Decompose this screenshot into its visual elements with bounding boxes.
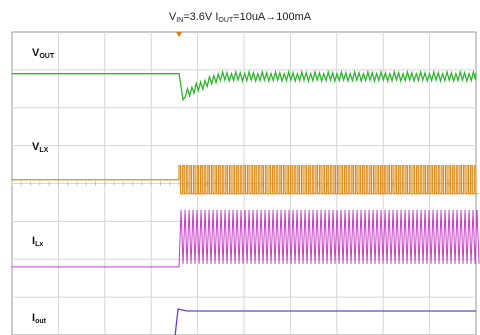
trigger-marker xyxy=(176,32,183,37)
trace-vlx xyxy=(12,165,478,195)
label-ilx-subscript: Lx xyxy=(35,241,43,248)
chart-title: VIN=3.6V IOUT=10uA→100mA xyxy=(168,11,312,24)
trace-ilx xyxy=(12,209,480,268)
traces xyxy=(12,69,480,335)
label-vout-subscript: OUT xyxy=(39,53,55,60)
trace-iout xyxy=(174,308,476,335)
trace-vout xyxy=(12,69,477,102)
label-vlx-subscript: LX xyxy=(39,147,48,154)
label-iout-subscript: out xyxy=(35,318,47,325)
label-ilx: ILx xyxy=(32,235,43,248)
